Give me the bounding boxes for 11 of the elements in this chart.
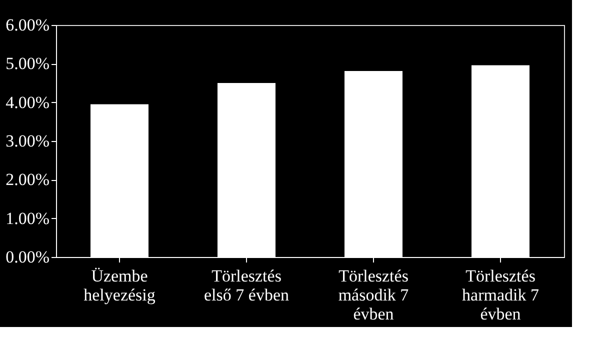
y-tick-label: 0.00% [6,248,50,266]
x-tick-label: Törlesztés második 7 évben [338,266,410,324]
y-tick-label: 1.00% [6,208,50,228]
y-tick-label: 6.00% [6,16,50,34]
x-tick-label: Üzembe helyezésig [84,266,156,304]
x-tick-label: Törlesztés első 7 évben [204,266,290,304]
y-tick-label: 5.00% [6,54,50,74]
y-tick-label: 2.00% [6,170,50,190]
y-tick-label: 3.00% [6,132,50,150]
y-tick-label: 4.00% [6,92,50,112]
x-tick-label: Törlesztés harmadik 7 évben [462,266,540,324]
